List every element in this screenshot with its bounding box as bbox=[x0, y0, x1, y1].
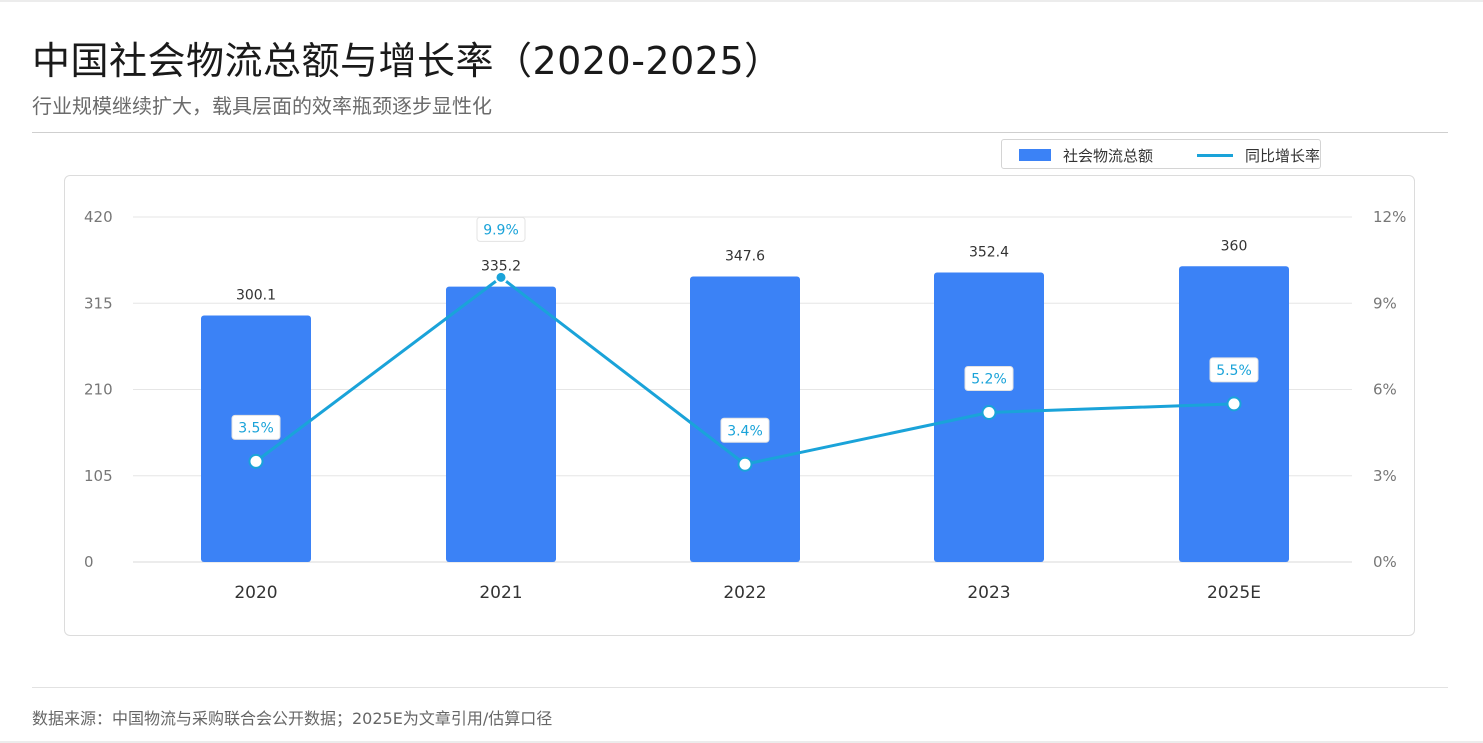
growth-point bbox=[494, 270, 508, 284]
growth-label-box bbox=[476, 216, 526, 242]
y-right-tick-label: 0% bbox=[1373, 553, 1397, 571]
growth-point bbox=[1226, 396, 1242, 412]
y-left-tick-label: 105 bbox=[84, 467, 113, 485]
growth-value-label: 3.5% bbox=[238, 420, 274, 436]
x-tick-label: 2020 bbox=[234, 583, 277, 603]
growth-value-label: 5.2% bbox=[971, 372, 1007, 388]
y-right-tick-label: 6% bbox=[1373, 381, 1397, 399]
top-rule bbox=[0, 0, 1483, 2]
bar-value-label: 352.4 bbox=[969, 245, 1009, 261]
y-left-tick-label: 315 bbox=[84, 294, 113, 312]
bar-value-label: 360 bbox=[1221, 238, 1248, 254]
x-tick-label: 2025E bbox=[1207, 583, 1261, 603]
y-right-tick-label: 9% bbox=[1373, 294, 1397, 312]
growth-value-label: 5.5% bbox=[1216, 363, 1252, 379]
x-tick-label: 2021 bbox=[479, 583, 522, 603]
growth-label-box bbox=[964, 366, 1014, 391]
y-right-tick-label: 12% bbox=[1373, 208, 1406, 226]
growth-value-label: 9.9% bbox=[483, 222, 519, 238]
y-right-tick-label: 3% bbox=[1373, 467, 1397, 485]
page-subtitle: 行业规模继续扩大，载具层面的效率瓶颈逐步显性化 bbox=[32, 94, 492, 118]
legend-bar-swatch bbox=[1019, 149, 1051, 161]
legend-line-label[interactable]: 同比增长率 bbox=[1245, 147, 1321, 165]
bottom-rule bbox=[0, 741, 1483, 743]
growth-point bbox=[737, 456, 753, 472]
y-left-tick-label: 420 bbox=[84, 208, 113, 226]
growth-point bbox=[981, 405, 997, 420]
legend-bar-label[interactable]: 社会物流总额 bbox=[1063, 147, 1154, 165]
bar-value-label: 300.1 bbox=[236, 287, 276, 303]
data-source-note: 数据来源：中国物流与采购联合会公开数据；2025E为文章引用/估算口径 bbox=[32, 709, 553, 728]
legend-line-swatch bbox=[1197, 154, 1233, 157]
bar-value-label: 347.6 bbox=[725, 248, 765, 264]
growth-label-box bbox=[1209, 357, 1259, 383]
chart-legend: 社会物流总额 同比增长率 bbox=[1001, 139, 1321, 169]
bar bbox=[1179, 266, 1289, 562]
growth-label-box bbox=[231, 414, 281, 440]
footer-divider bbox=[32, 687, 1448, 688]
growth-point bbox=[248, 453, 264, 469]
header-divider bbox=[32, 132, 1448, 133]
x-tick-label: 2022 bbox=[723, 583, 766, 603]
x-tick-label: 2023 bbox=[967, 583, 1010, 603]
growth-value-label: 3.4% bbox=[727, 423, 763, 439]
y-left-tick-label: 0 bbox=[84, 553, 94, 571]
y-left-tick-label: 210 bbox=[84, 381, 113, 399]
growth-label-box bbox=[720, 417, 770, 443]
bar-value-label: 335.2 bbox=[481, 259, 521, 275]
bar bbox=[446, 286, 556, 562]
page-title: 中国社会物流总额与增长率（2020-2025） bbox=[32, 39, 783, 83]
